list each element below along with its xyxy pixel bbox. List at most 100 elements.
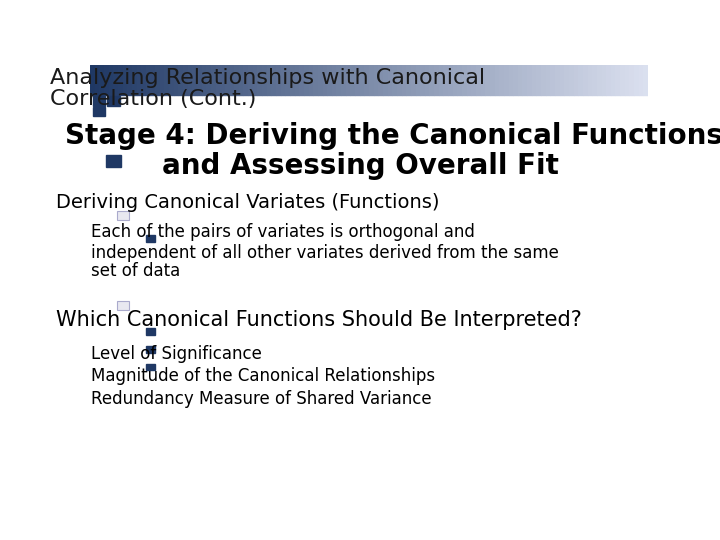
Bar <box>593 65 597 94</box>
Bar <box>420 65 425 94</box>
Bar <box>93 97 105 105</box>
Bar <box>546 65 550 94</box>
Text: independent of all other variates derived from the same: independent of all other variates derive… <box>91 244 559 262</box>
Bar <box>155 65 160 94</box>
Bar <box>122 65 127 94</box>
Bar <box>145 328 155 335</box>
Text: Level of Significance: Level of Significance <box>91 345 261 362</box>
Bar <box>225 65 230 94</box>
Bar <box>141 65 145 94</box>
Bar <box>323 65 327 94</box>
Bar <box>271 65 276 94</box>
Bar <box>374 65 378 94</box>
Bar <box>90 65 94 94</box>
Bar <box>402 65 406 94</box>
Bar <box>364 65 369 94</box>
Bar <box>644 65 648 94</box>
Bar <box>467 65 472 94</box>
Bar <box>601 65 606 94</box>
Bar <box>174 65 179 94</box>
Bar <box>332 65 336 94</box>
Bar <box>555 65 559 94</box>
Bar <box>145 346 155 353</box>
Bar <box>481 65 485 94</box>
Bar <box>504 65 508 94</box>
Bar <box>616 65 620 94</box>
Bar <box>132 65 137 94</box>
Bar <box>127 65 132 94</box>
Bar <box>415 65 420 94</box>
Bar <box>532 65 536 94</box>
Bar <box>313 65 318 94</box>
Bar <box>369 65 374 94</box>
Bar <box>550 65 555 94</box>
Text: Which Canonical Functions Should Be Interpreted?: Which Canonical Functions Should Be Inte… <box>56 310 582 330</box>
Bar <box>518 65 523 94</box>
Bar <box>336 65 341 94</box>
Bar <box>536 65 541 94</box>
Bar <box>457 65 462 94</box>
Bar <box>541 65 546 94</box>
Bar <box>444 65 448 94</box>
Bar <box>411 65 415 94</box>
Bar <box>341 65 346 94</box>
Bar <box>564 65 569 94</box>
Bar <box>99 65 104 94</box>
Bar <box>192 65 197 94</box>
Bar <box>597 65 601 94</box>
Bar <box>93 107 105 116</box>
Bar <box>150 65 155 94</box>
Bar <box>220 65 225 94</box>
Bar <box>406 65 411 94</box>
Bar <box>438 65 444 94</box>
Bar <box>109 65 113 94</box>
Bar <box>425 65 429 94</box>
Bar <box>513 65 518 94</box>
Bar <box>387 65 392 94</box>
Bar <box>281 65 285 94</box>
Bar <box>639 65 644 94</box>
Bar <box>188 65 192 94</box>
Bar <box>476 65 481 94</box>
Bar <box>453 65 457 94</box>
Text: Correlation (Cont.): Correlation (Cont.) <box>50 89 257 109</box>
Bar <box>569 65 574 94</box>
Bar <box>429 65 434 94</box>
Text: Analyzing Relationships with Canonical: Analyzing Relationships with Canonical <box>50 68 485 87</box>
Bar <box>304 65 309 94</box>
Bar <box>351 65 355 94</box>
Bar <box>239 65 243 94</box>
Bar <box>230 65 234 94</box>
Bar <box>145 235 155 241</box>
Bar <box>620 65 625 94</box>
Bar <box>523 65 527 94</box>
Bar <box>625 65 629 94</box>
Bar <box>462 65 467 94</box>
Bar <box>559 65 564 94</box>
Bar <box>145 364 155 370</box>
Bar <box>285 65 290 94</box>
Bar <box>117 301 129 310</box>
Bar <box>243 65 248 94</box>
Bar <box>318 65 323 94</box>
Bar <box>266 65 271 94</box>
Bar <box>360 65 364 94</box>
Bar <box>253 65 258 94</box>
Bar <box>490 65 495 94</box>
Bar <box>606 65 611 94</box>
Bar <box>202 65 206 94</box>
Bar <box>355 65 360 94</box>
Text: Redundancy Measure of Shared Variance: Redundancy Measure of Shared Variance <box>91 390 431 408</box>
Bar <box>145 65 150 94</box>
Bar <box>215 65 220 94</box>
Bar <box>104 65 109 94</box>
Text: set of data: set of data <box>91 262 180 280</box>
Bar <box>588 65 592 94</box>
Bar <box>206 65 211 94</box>
Bar <box>290 65 294 94</box>
Bar <box>113 65 118 94</box>
Bar <box>118 65 122 94</box>
Bar <box>258 65 262 94</box>
Bar <box>434 65 438 94</box>
Bar <box>578 65 583 94</box>
